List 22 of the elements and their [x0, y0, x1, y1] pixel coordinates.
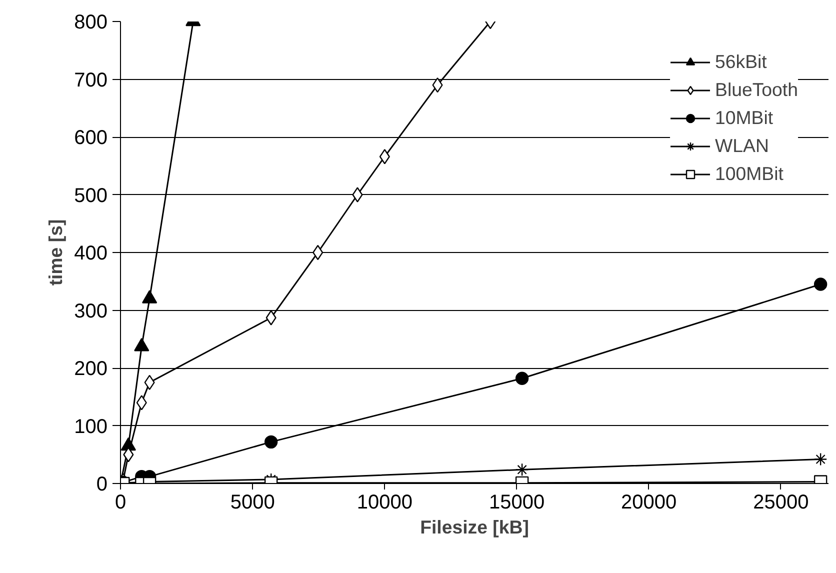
- y-tick-label: 800: [74, 12, 108, 34]
- legend-label: 100MBit: [715, 163, 784, 185]
- y-tick-label: 500: [74, 184, 108, 207]
- x-tick-label: 25000: [753, 492, 809, 514]
- legend-label: 56kBit: [715, 51, 767, 73]
- legend-label: BlueTooth: [715, 79, 798, 101]
- x-tick-label: 15000: [488, 492, 545, 514]
- y-tick-label: 100: [74, 416, 108, 438]
- y-tick-label: 200: [74, 358, 108, 380]
- legend-label: WLAN: [715, 135, 769, 157]
- x-tick-label: 10000: [356, 492, 412, 514]
- y-axis-title: time [s]: [45, 219, 66, 286]
- y-tick-label: 0: [96, 474, 108, 496]
- y-tick-label: 400: [74, 242, 108, 264]
- x-tick-label: 0: [114, 492, 126, 514]
- y-tick-label: 300: [74, 300, 108, 322]
- y-tick-label: 600: [74, 127, 108, 149]
- x-axis-title: Filesize [kB]: [420, 516, 529, 538]
- x-tick-label: 20000: [621, 492, 677, 514]
- legend-label: 10MBit: [715, 107, 774, 129]
- x-tick-label: 5000: [230, 492, 275, 514]
- y-tick-label: 700: [74, 69, 108, 92]
